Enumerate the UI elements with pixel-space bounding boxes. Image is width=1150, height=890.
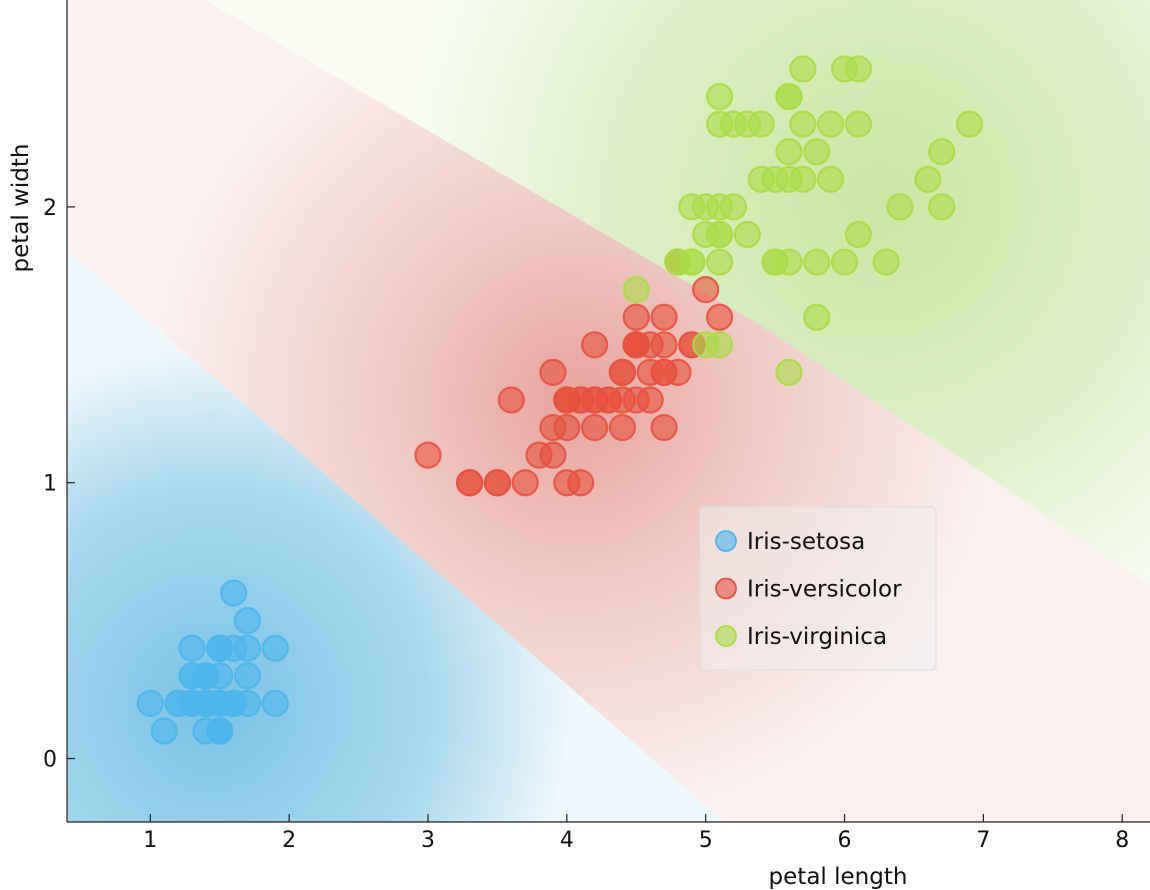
point-iris-versicolor [483, 469, 512, 497]
point-iris-versicolor [581, 331, 609, 359]
point-iris-virginica [719, 193, 748, 221]
point-iris-versicolor [581, 413, 609, 442]
point-iris-setosa [220, 579, 248, 607]
x-tick-label: 7 [976, 828, 990, 853]
data-points [136, 55, 984, 745]
legend-box [699, 506, 937, 671]
x-ticks: 1 2 3 4 5 6 7 8 [143, 814, 1129, 853]
x-tick-label: 5 [699, 828, 713, 853]
point-iris-versicolor [456, 469, 484, 497]
legend-marker-iris-virginica [715, 625, 737, 647]
point-iris-versicolor [594, 386, 623, 414]
point-iris-virginica [775, 358, 803, 386]
point-iris-virginica [886, 193, 914, 221]
x-tick-label: 2 [282, 828, 296, 853]
point-iris-versicolor [414, 441, 442, 469]
point-iris-virginica [775, 82, 803, 111]
point-iris-versicolor [511, 469, 539, 497]
x-tick-label: 3 [421, 828, 435, 853]
point-iris-virginica [705, 248, 734, 276]
point-iris-virginica [692, 220, 720, 249]
point-iris-virginica [747, 110, 775, 138]
point-iris-virginica [803, 138, 831, 166]
point-iris-versicolor [553, 413, 581, 442]
point-iris-setosa [192, 662, 220, 690]
point-iris-versicolor [650, 303, 678, 331]
point-iris-virginica [705, 82, 734, 111]
point-iris-versicolor [636, 386, 664, 414]
point-iris-virginica [830, 248, 859, 276]
point-iris-virginica [761, 248, 789, 276]
point-iris-virginica [872, 248, 900, 276]
point-iris-setosa [233, 607, 262, 635]
point-iris-versicolor [608, 413, 636, 442]
x-tick-label: 8 [1115, 828, 1129, 853]
legend-marker-iris-versicolor [715, 577, 737, 600]
point-iris-virginica [844, 55, 873, 83]
legend-marker-iris-setosa [715, 530, 737, 552]
point-iris-setosa [178, 634, 206, 662]
legend-label-iris-setosa: Iris-setosa [747, 529, 865, 555]
point-iris-virginica [789, 55, 817, 83]
point-iris-virginica [817, 110, 845, 138]
point-iris-virginica [775, 138, 803, 166]
legend-label-iris-virginica: Iris-virginica [747, 624, 887, 650]
point-iris-versicolor [622, 331, 650, 359]
point-iris-virginica [664, 248, 692, 276]
point-iris-versicolor [567, 469, 595, 497]
y-tick-label: 1 [43, 472, 57, 497]
region-virginica [67, 0, 1150, 585]
point-iris-versicolor [539, 358, 567, 386]
point-iris-versicolor [664, 358, 692, 386]
point-iris-virginica [733, 220, 761, 249]
x-tick-label: 1 [143, 828, 157, 853]
x-axis-label: petal length [769, 864, 908, 890]
point-iris-virginica [789, 110, 817, 138]
point-iris-virginica [678, 193, 706, 221]
point-iris-setosa [192, 689, 220, 717]
point-iris-versicolor [608, 358, 636, 386]
point-iris-setosa [233, 662, 262, 690]
point-iris-virginica [844, 110, 873, 138]
y-tick-label: 0 [43, 748, 57, 773]
point-iris-setosa [150, 717, 178, 745]
point-iris-virginica [844, 220, 873, 249]
point-iris-virginica [622, 276, 650, 304]
point-iris-versicolor [497, 386, 525, 414]
point-iris-versicolor [650, 331, 678, 359]
point-iris-setosa [206, 717, 234, 745]
point-iris-virginica [775, 165, 803, 193]
point-iris-setosa [261, 634, 289, 662]
point-iris-virginica [817, 165, 845, 193]
y-ticks: 0 1 2 [43, 196, 75, 773]
point-iris-virginica [955, 110, 984, 138]
point-iris-virginica [914, 165, 942, 193]
point-iris-versicolor [525, 441, 553, 469]
point-iris-versicolor [636, 358, 664, 386]
y-tick-label: 2 [43, 196, 57, 221]
point-iris-setosa [136, 689, 164, 717]
point-iris-setosa [206, 634, 234, 662]
point-iris-versicolor [650, 413, 678, 442]
point-iris-virginica [803, 303, 831, 331]
x-tick-label: 4 [560, 828, 574, 853]
legend-label-iris-versicolor: Iris-versicolor [747, 577, 902, 603]
point-iris-virginica [928, 193, 956, 221]
point-iris-versicolor [692, 276, 720, 304]
point-iris-setosa [261, 689, 289, 717]
point-iris-versicolor [567, 386, 595, 414]
point-iris-virginica [747, 165, 775, 193]
point-iris-versicolor [705, 303, 734, 331]
point-iris-virginica [705, 331, 734, 359]
point-iris-virginica [928, 138, 956, 166]
point-iris-virginica [803, 248, 831, 276]
x-tick-label: 6 [838, 828, 852, 853]
legend: Iris-setosa Iris-versicolor Iris-virginica [699, 506, 937, 671]
y-axis-label: petal width [8, 144, 34, 273]
point-iris-versicolor [622, 303, 650, 331]
point-iris-virginica [719, 110, 748, 138]
